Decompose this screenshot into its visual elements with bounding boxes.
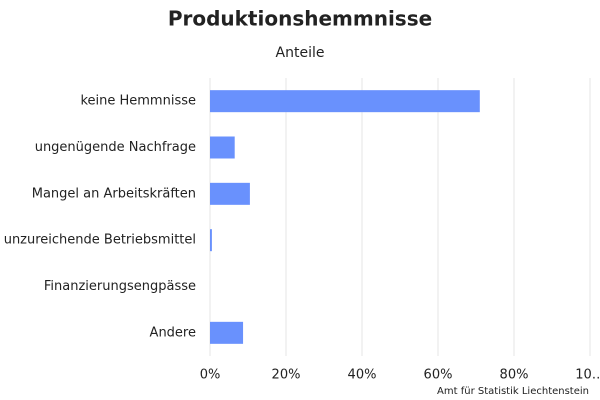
y-tick-label: keine Hemmnisse [80, 94, 196, 109]
y-tick-label: unzureichende Betriebsmittel [4, 233, 196, 248]
y-tick-label: ungenügende Nachfrage [35, 140, 196, 155]
x-tick-label: 80% [500, 368, 529, 383]
bar [210, 321, 244, 344]
x-tick-label: 20% [272, 368, 301, 383]
y-tick-label: Finanzierungsengpässe [44, 279, 196, 294]
x-tick-label: 40% [348, 368, 377, 383]
credit: Amt für Statistik Liechtenstein [437, 386, 589, 397]
y-tick-label: Mangel an Arbeitskräften [32, 186, 196, 201]
bar [210, 136, 235, 159]
y-tick-label: Andere [150, 325, 196, 340]
bar [210, 90, 480, 113]
x-tick-label: 10… [575, 368, 600, 383]
x-tick-label: 0% [200, 368, 221, 383]
chart-subtitle: Anteile [276, 45, 325, 61]
bar [210, 182, 250, 205]
chart-title: Produktionshemmnisse [168, 7, 432, 31]
bar [210, 229, 212, 252]
x-tick-label: 60% [424, 368, 453, 383]
